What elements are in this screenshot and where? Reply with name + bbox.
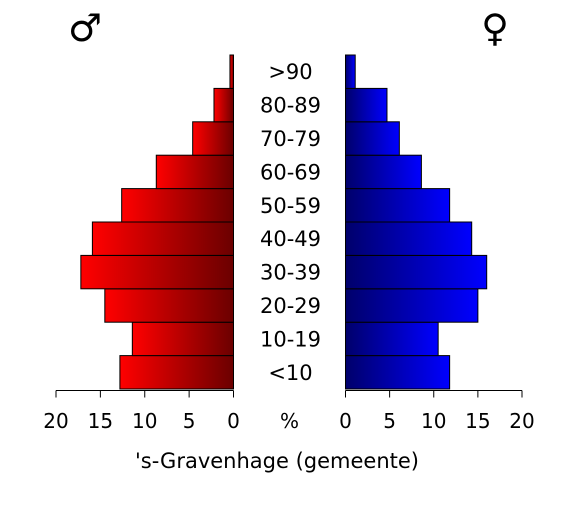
- male-symbol: ♂: [68, 6, 102, 50]
- female-tick-label-3: 15: [465, 409, 490, 433]
- age-label-9: >90: [268, 60, 312, 84]
- male-tick-label-3: 15: [88, 409, 113, 433]
- age-label-3: 30-39: [260, 261, 321, 285]
- age-label-7: 70-79: [260, 127, 321, 151]
- chart-caption: 's-Gravenhage (gemeente): [135, 449, 419, 473]
- female-bar-3: [345, 254, 488, 290]
- female-bar-1: [345, 321, 439, 357]
- female-bar-2: [345, 288, 479, 323]
- male-bar-4: [91, 221, 234, 256]
- female-bar-0: [345, 355, 451, 390]
- age-label-8: 80-89: [260, 94, 321, 118]
- age-label-2: 20-29: [260, 294, 321, 318]
- female-x-axis: 0 5 10 15 20: [339, 390, 535, 433]
- female-tick-label-2: 10: [421, 409, 446, 433]
- male-tick-label-2: 10: [132, 409, 157, 433]
- age-label-5: 50-59: [260, 194, 321, 218]
- male-bar-9: [229, 54, 234, 89]
- unit-label: %: [280, 409, 299, 433]
- male-bar-2: [104, 288, 234, 323]
- age-label-6: 60-69: [260, 160, 321, 184]
- male-tick-label-1: 5: [183, 409, 196, 433]
- male-bar-3: [80, 254, 234, 290]
- male-bar-8: [213, 87, 235, 123]
- male-bar-5: [121, 188, 234, 223]
- age-label-0: <10: [268, 361, 312, 385]
- male-bar-7: [192, 121, 235, 156]
- female-bars: [345, 54, 488, 390]
- female-bar-8: [345, 87, 388, 123]
- female-tick-label-0: 0: [339, 409, 352, 433]
- age-label-1: 10-19: [260, 327, 321, 351]
- male-tick-label-0: 0: [227, 409, 240, 433]
- age-label-4: 40-49: [260, 227, 321, 251]
- male-bar-0: [119, 355, 234, 390]
- age-labels: <10 10-19 20-29 30-39 40-49 50-59 60-69 70-79 80…: [260, 60, 321, 385]
- female-bar-5: [345, 188, 451, 223]
- male-bar-6: [155, 154, 235, 190]
- female-symbol: ♀: [481, 6, 509, 50]
- female-bar-9: [345, 54, 356, 89]
- female-bar-7: [345, 121, 400, 156]
- female-bar-6: [345, 154, 422, 190]
- female-bar-4: [345, 221, 473, 256]
- male-tick-label-4: 20: [43, 409, 68, 433]
- male-x-axis: 0 5 10 15 20: [43, 390, 240, 433]
- male-bar-1: [131, 321, 234, 357]
- female-tick-label-1: 5: [383, 409, 396, 433]
- male-bars: [80, 54, 235, 390]
- female-tick-label-4: 20: [509, 409, 534, 433]
